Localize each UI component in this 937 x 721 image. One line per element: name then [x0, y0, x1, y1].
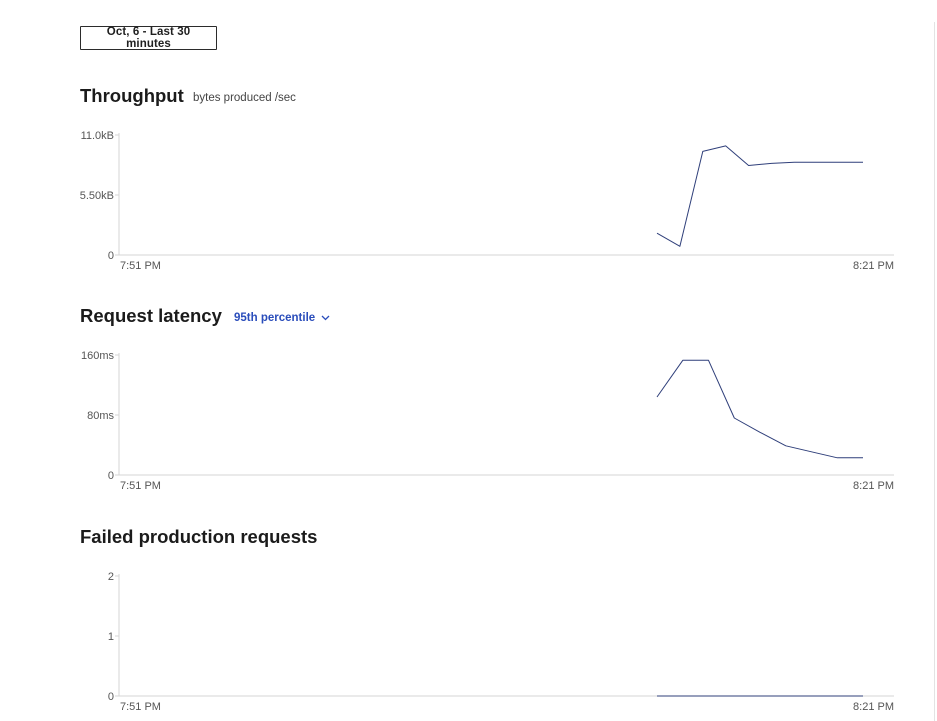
time-range-button[interactable]: Oct, 6 - Last 30 minutes	[80, 26, 217, 50]
y-tick-label: 0	[108, 250, 114, 262]
series-line	[656, 359, 863, 459]
y-tick-label: 160ms	[81, 350, 115, 362]
failed-requests-chart: 2 1 0 7:51 PM 8:21 PM	[108, 571, 894, 713]
y-tick-label: 5.50kB	[80, 190, 114, 202]
y-tick-label: 11.0kB	[81, 130, 114, 142]
x-tick-label: 7:51 PM	[120, 480, 161, 492]
failed-requests-title: Failed production requests	[80, 526, 318, 547]
y-tick-label: 80ms	[87, 410, 114, 422]
x-tick-label: 8:21 PM	[853, 480, 894, 492]
percentile-dropdown-label: 95th percentile	[234, 312, 316, 324]
request-latency-chart: 160ms 80ms 0 7:51 PM 8:21 PM	[81, 350, 894, 492]
series-line	[656, 145, 863, 247]
chevron-down-icon	[321, 315, 330, 321]
x-tick-label: 7:51 PM	[120, 260, 161, 272]
y-tick-label: 0	[108, 691, 114, 703]
throughput-chart: 11.0kB 5.50kB 0 7:51 PM 8:21 PM	[80, 130, 894, 272]
scroll-divider	[934, 22, 935, 721]
x-tick-label: 8:21 PM	[853, 701, 894, 713]
x-tick-label: 8:21 PM	[853, 260, 894, 272]
throughput-subtitle: bytes produced /sec	[193, 92, 296, 104]
y-tick-label: 1	[108, 631, 114, 643]
percentile-dropdown[interactable]: 95th percentile	[234, 312, 330, 324]
request-latency-title: Request latency	[80, 305, 222, 326]
y-tick-label: 0	[108, 470, 114, 482]
throughput-title: Throughput	[80, 85, 184, 106]
y-tick-label: 2	[108, 571, 114, 583]
x-tick-label: 7:51 PM	[120, 701, 161, 713]
